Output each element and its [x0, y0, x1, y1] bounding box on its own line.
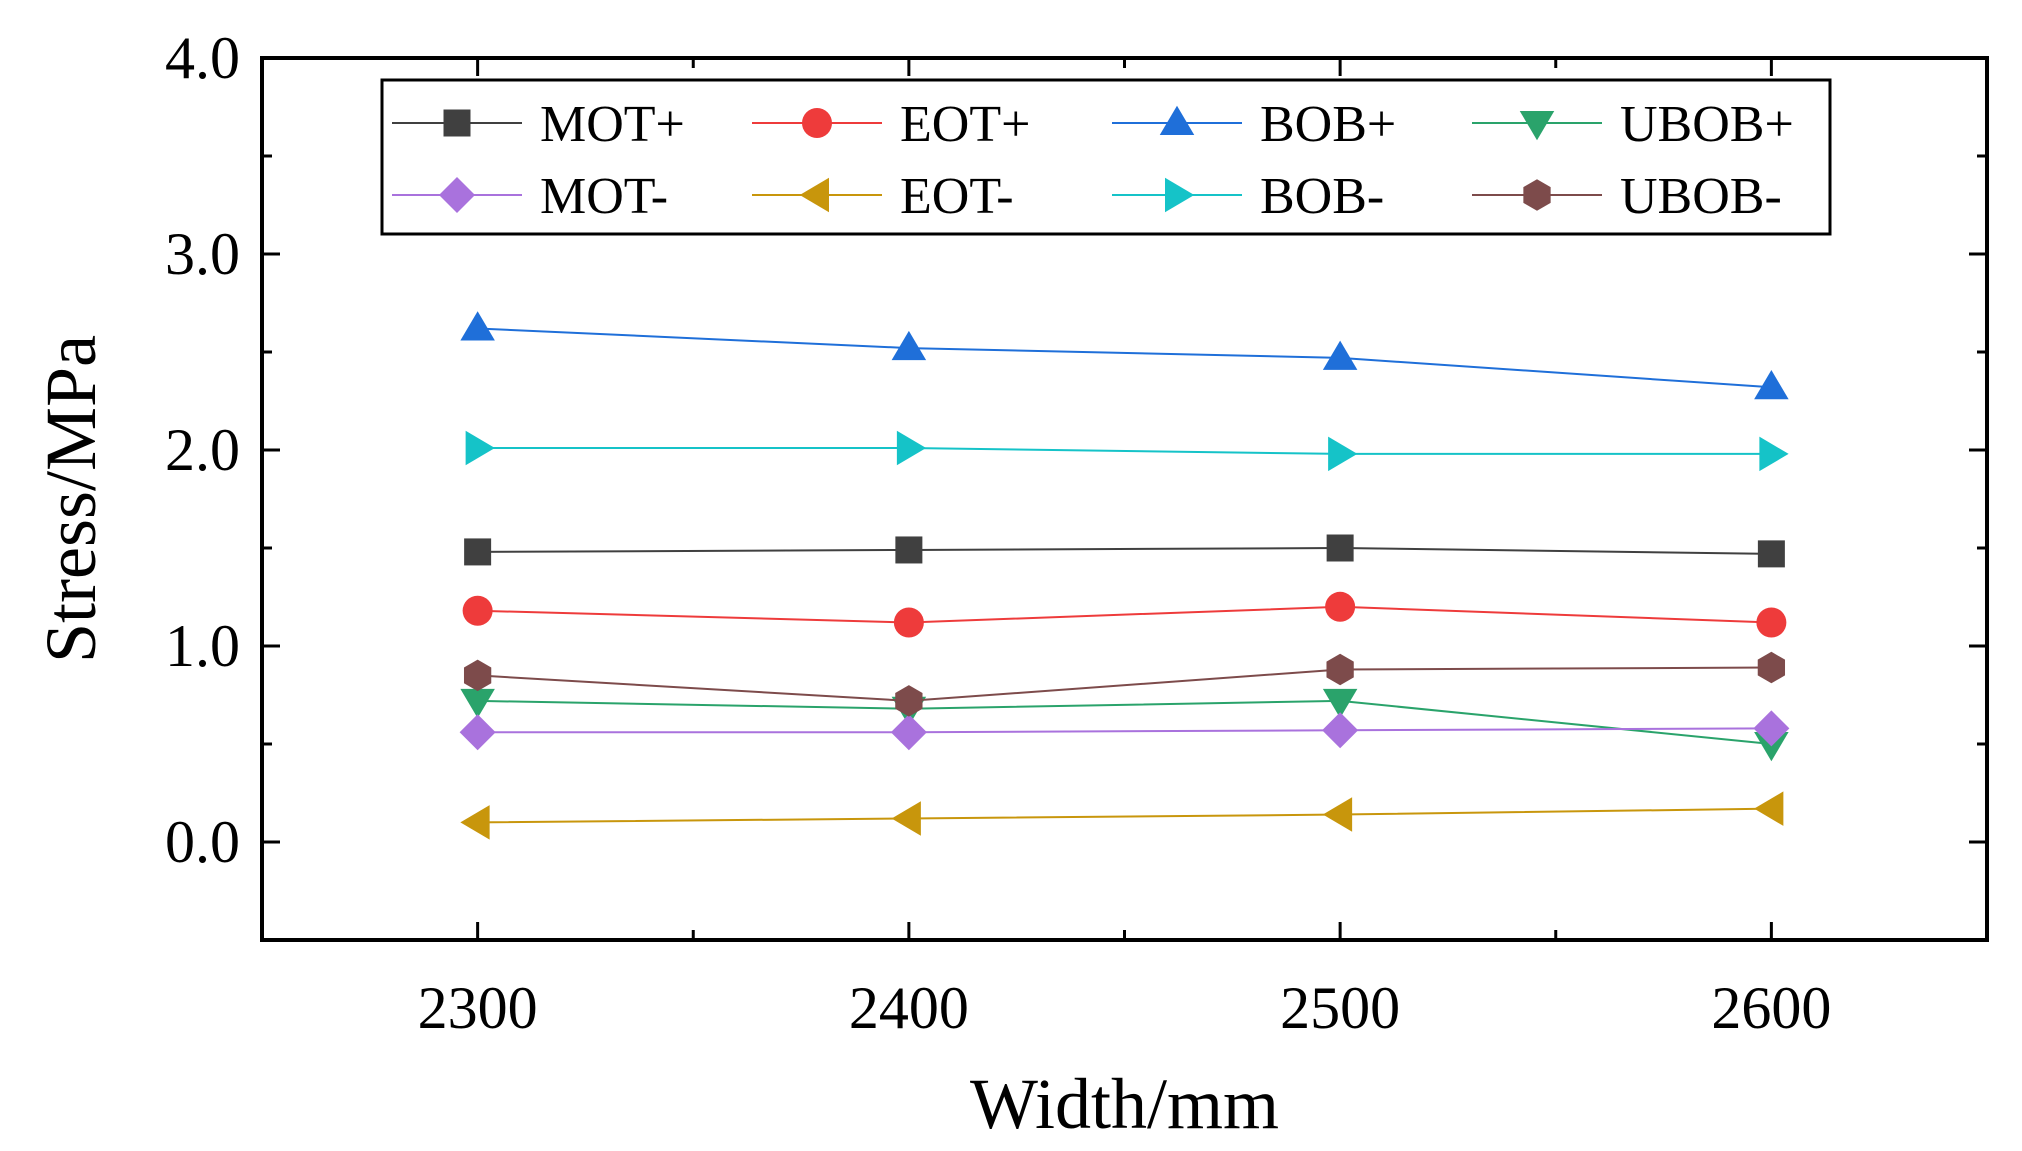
legend-item: UBOB-: [1472, 168, 1782, 225]
legend: MOT+ EOT+ BOB+ UBOB+ MOT- EOT- BOB- UBOB-: [380, 78, 1832, 236]
data-point: [895, 536, 923, 564]
legend-marker: [443, 109, 471, 137]
legend-item: MOT+: [392, 96, 685, 153]
series-ubob-plus: [460, 688, 1789, 762]
series-bob-plus: [460, 311, 1789, 400]
series-line: [477, 699, 1772, 745]
data-point: [1757, 540, 1785, 568]
data-point: [1756, 607, 1787, 638]
data-point: [1322, 340, 1358, 370]
y-tick-label: 3.0: [165, 221, 240, 287]
data-point: [1754, 791, 1784, 826]
y-tick-label: 1.0: [165, 613, 240, 679]
legend-marker: [802, 108, 832, 138]
series-ubob-minus: [463, 651, 1786, 717]
legend-item: EOT+: [752, 96, 1030, 153]
data-point: [460, 688, 495, 719]
x-tick-label: 2400: [849, 975, 969, 1041]
legend-label: MOT+: [540, 96, 685, 153]
data-point: [896, 430, 927, 466]
legend-item: EOT-: [752, 168, 1014, 225]
x-axis-title: Width/mm: [970, 1064, 1279, 1144]
series-mot-plus: [464, 534, 1785, 568]
data-point: [459, 714, 496, 751]
series-line: [477, 807, 1772, 824]
y-tick-label: 0.0: [165, 809, 240, 875]
series-line: [477, 327, 1772, 389]
data-point: [1759, 436, 1789, 472]
legend-marker: [799, 177, 829, 213]
legend-item: UBOB+: [1472, 96, 1794, 153]
x-tick-label: 2300: [418, 975, 538, 1041]
legend-marker: [1159, 105, 1195, 135]
series-line: [477, 727, 1772, 734]
data-point: [462, 595, 493, 626]
legend-marker: [439, 177, 475, 213]
data-point: [1322, 797, 1353, 832]
data-point: [891, 330, 927, 361]
data-point: [1754, 732, 1789, 762]
legend-marker: [1165, 177, 1195, 213]
series-mot-minus: [459, 710, 1790, 751]
legend-item: MOT-: [392, 168, 668, 225]
series-line: [477, 447, 1772, 455]
data-point: [464, 538, 492, 566]
y-tick-label: 4.0: [165, 25, 240, 91]
legend-item: BOB+: [1112, 96, 1396, 153]
data-point: [1757, 651, 1786, 684]
data-point: [1754, 370, 1789, 400]
legend-label: EOT-: [900, 168, 1014, 225]
series-line: [477, 546, 1772, 555]
data-point: [895, 685, 923, 717]
legend-marker: [1519, 111, 1555, 141]
series-line: [477, 605, 1772, 624]
legend-label: BOB-: [1260, 168, 1384, 225]
data-point: [1326, 653, 1354, 686]
y-tick-label: 2.0: [165, 417, 240, 483]
data-point: [460, 311, 495, 341]
series-eot-plus: [462, 591, 1787, 638]
legend-item: BOB-: [1112, 168, 1384, 225]
legend-label: EOT+: [900, 96, 1030, 153]
legend-label: UBOB-: [1620, 168, 1782, 225]
data-point: [1326, 534, 1354, 562]
y-axis-title: Stress/MPa: [31, 335, 111, 663]
data-point: [1325, 591, 1356, 622]
series-eot-minus: [460, 791, 1784, 840]
legend-label: BOB+: [1260, 96, 1396, 153]
legend-box: [380, 78, 1832, 236]
series-line: [477, 666, 1772, 702]
data-point: [1753, 710, 1790, 747]
data-point: [890, 714, 927, 751]
data-point: [891, 801, 921, 836]
data-point: [893, 607, 924, 638]
x-tick-label: 2600: [1711, 975, 1831, 1041]
data-point: [1328, 436, 1358, 472]
data-point: [463, 659, 492, 692]
legend-label: UBOB+: [1620, 96, 1794, 153]
data-point: [465, 430, 495, 466]
x-tick-label: 2500: [1280, 975, 1400, 1041]
data-point: [460, 805, 490, 840]
legend-marker: [1523, 179, 1551, 211]
legend-label: MOT-: [540, 168, 668, 225]
data-point: [1322, 688, 1358, 719]
series-bob-minus: [465, 430, 1789, 472]
data-point: [1322, 712, 1359, 749]
